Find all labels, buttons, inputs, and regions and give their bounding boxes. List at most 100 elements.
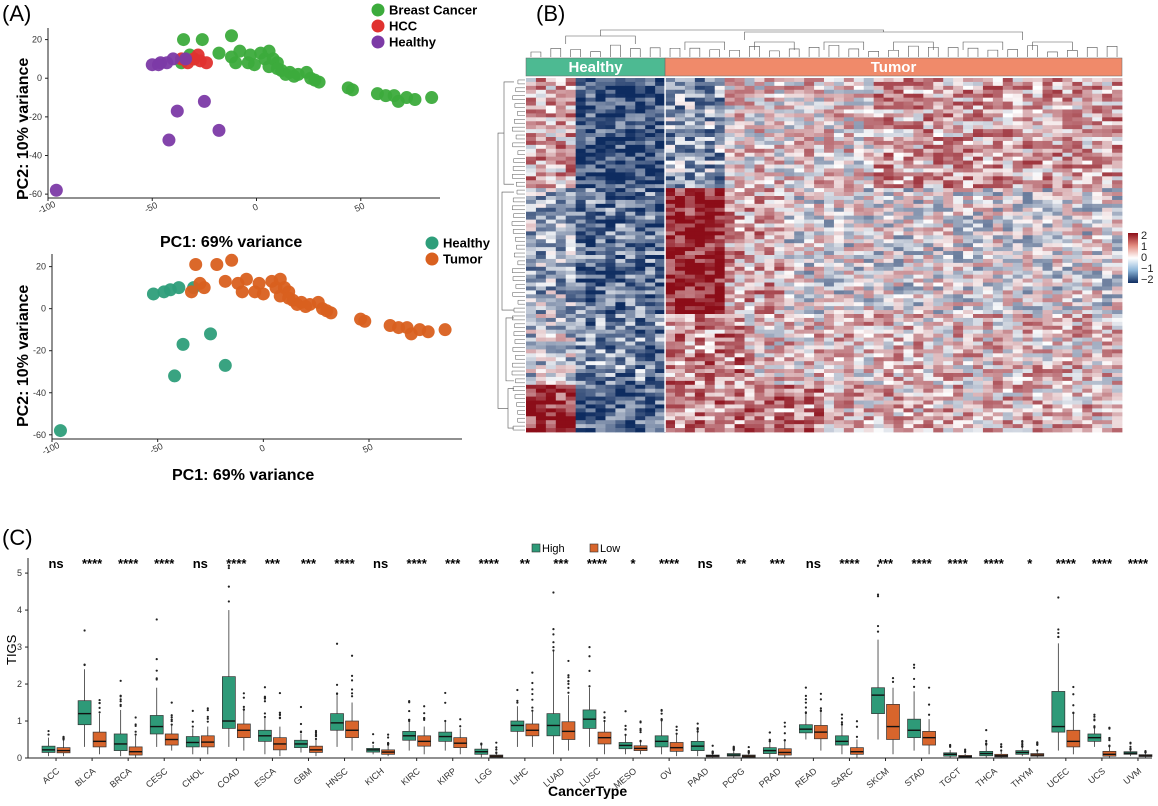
heatmap-cell [635,172,645,176]
heatmap-cell [576,239,586,243]
heatmap-cell [745,113,755,117]
heatmap-cell [685,334,695,338]
heatmap-cell [1023,165,1033,169]
heatmap-cell [1102,133,1112,137]
heatmap-cell [943,224,953,228]
heatmap-cell [745,145,755,149]
heatmap-cell [1013,109,1023,113]
heatmap-cell [725,235,735,239]
heatmap-cell [884,121,894,125]
heatmap-cell [784,184,794,188]
heatmap-cell [526,369,536,373]
heatmap-cell [536,220,546,224]
heatmap-cell [1072,208,1082,212]
heatmap-cell [635,161,645,165]
heatmap-cell [1013,200,1023,204]
heatmap-cell [754,275,764,279]
heatmap-cell [576,196,586,200]
heatmap-cell [913,345,923,349]
heatmap-cell [923,90,933,94]
heatmap-cell [745,196,755,200]
heatmap-cell [1013,192,1023,196]
heatmap-cell [605,334,615,338]
heatmap-cell [894,342,904,346]
heatmap-cell [526,78,536,82]
heatmap-cell [605,373,615,377]
heatmap-cell [685,306,695,310]
heatmap-cell [814,113,824,117]
heatmap-cell [586,283,596,287]
pca-point [282,292,295,305]
heatmap-cell [615,224,625,228]
heatmap-cell [903,239,913,243]
heatmap-cell [774,298,784,302]
heatmap-cell [695,216,705,220]
heatmap-cell [715,267,725,271]
heatmap-cell [933,145,943,149]
heatmap-cell [1013,208,1023,212]
heatmap-cell [695,204,705,208]
heatmap-cell [675,373,685,377]
heatmap-cell [943,176,953,180]
heatmap-cell [1013,153,1023,157]
heatmap-cell [923,196,933,200]
heatmap-cell [1023,314,1033,318]
heatmap-cell [774,239,784,243]
heatmap-cell [526,212,536,216]
heatmap-cell [1023,172,1033,176]
dendrogram-branch [518,410,525,414]
heatmap-cell [556,279,566,283]
dendrogram-branch [829,45,839,57]
heatmap-cell [675,353,685,357]
heatmap-cell [913,294,923,298]
heatmap-cell [1112,326,1122,330]
heatmap-cell [973,267,983,271]
heatmap-cell [526,121,536,125]
heatmap-cell [973,326,983,330]
heatmap-cell [695,259,705,263]
heatmap-cell [784,113,794,117]
heatmap-cell [1082,326,1092,330]
heatmap-cell [1033,208,1043,212]
heatmap-cell [566,188,576,192]
heatmap-cell [655,330,665,334]
heatmap-cell [933,298,943,302]
heatmap-cell [645,326,655,330]
heatmap-cell [556,263,566,267]
heatmap-cell [596,239,606,243]
heatmap-cell [1082,353,1092,357]
heatmap-cell [1003,302,1013,306]
heatmap-cell [526,322,536,326]
heatmap-cell [923,334,933,338]
heatmap-cell [1013,172,1023,176]
heatmap-cell [943,196,953,200]
heatmap-cell [963,302,973,306]
heatmap-cell [526,168,536,172]
heatmap-cell [536,381,546,385]
heatmap-cell [635,220,645,224]
heatmap-cell [605,298,615,302]
heatmap-cell [745,271,755,275]
heatmap-cell [655,369,665,373]
heatmap-cell [685,86,695,90]
heatmap-cell [556,349,566,353]
heatmap-cell [685,235,695,239]
heatmap-cell [536,200,546,204]
heatmap-cell [764,361,774,365]
heatmap-cell [884,302,894,306]
pca-point [50,184,63,197]
heatmap-cell [1112,208,1122,212]
heatmap-cell [705,188,715,192]
heatmap-cell [973,172,983,176]
heatmap-cell [953,113,963,117]
heatmap-cell [854,381,864,385]
heatmap-cell [983,385,993,389]
heatmap-cell [745,188,755,192]
heatmap-cell [675,141,685,145]
heatmap-cell [824,161,834,165]
heatmap-cell [645,314,655,318]
heatmap-cell [705,82,715,86]
heatmap-cell [665,283,675,287]
heatmap-cell [635,275,645,279]
heatmap-cell [953,106,963,110]
